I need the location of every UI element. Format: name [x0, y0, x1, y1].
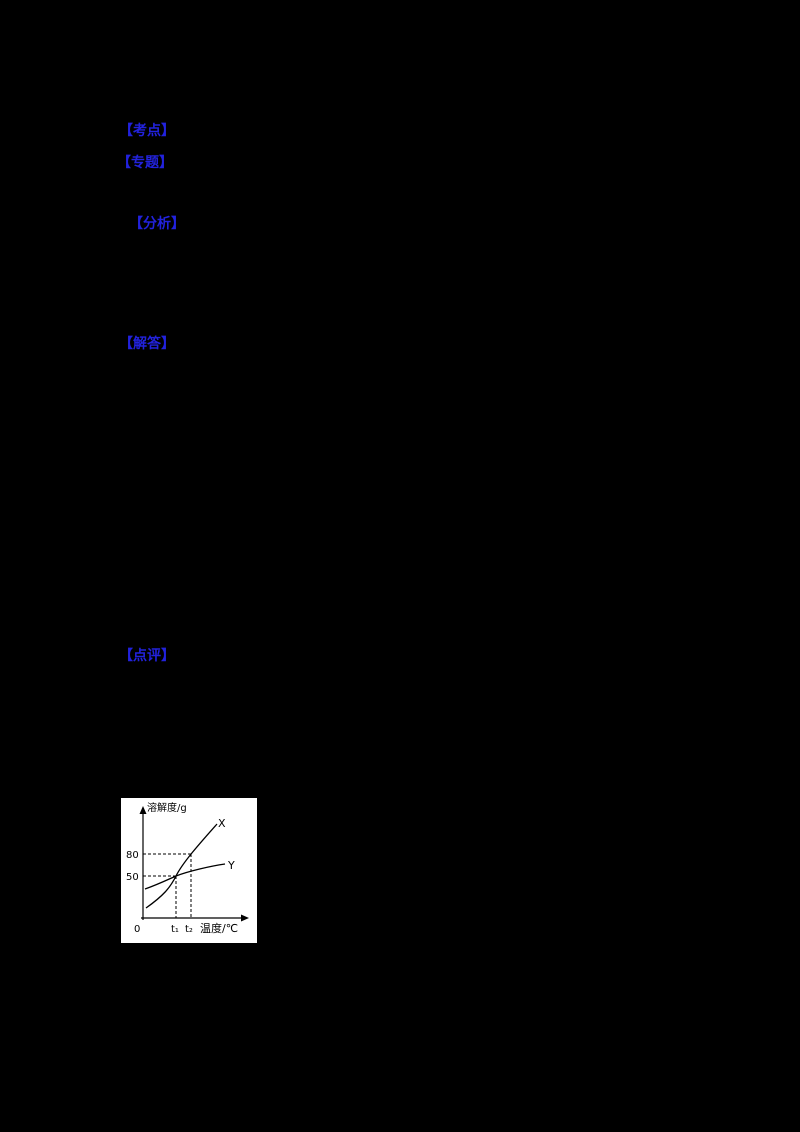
- section-label-jieda: 【解答】: [119, 336, 175, 352]
- y-axis-label: 溶解度/g: [147, 801, 187, 814]
- x-axis-label: 温度/℃: [200, 921, 238, 935]
- section-label-fenxi: 【分析】: [129, 216, 185, 232]
- curve-y-label: Y: [227, 859, 235, 872]
- dashed-guides: [143, 853, 192, 918]
- chart-axes: [141, 812, 243, 920]
- x-tick-t2: t₂: [185, 924, 193, 935]
- x-tick-t1: t₁: [171, 924, 179, 935]
- solubility-curve-svg: 溶解度/g X Y 80 50 0 t₁ t₂ 温度/℃: [126, 801, 249, 935]
- section-label-zhuanti: 【专题】: [117, 155, 173, 171]
- curve-x-label: X: [218, 817, 226, 830]
- section-label-kaodian: 【考点】: [119, 123, 175, 139]
- curve-x: [145, 823, 218, 909]
- section-label-dianping: 【点评】: [119, 648, 175, 664]
- origin-label: 0: [134, 924, 140, 935]
- solubility-chart: 溶解度/g X Y 80 50 0 t₁ t₂ 温度/℃: [121, 798, 257, 943]
- x-axis-arrow-icon: [241, 914, 249, 922]
- y-tick-80: 80: [126, 850, 139, 861]
- y-axis-arrow-icon: [139, 806, 147, 814]
- curve-y: [144, 863, 226, 890]
- y-tick-50: 50: [126, 872, 139, 883]
